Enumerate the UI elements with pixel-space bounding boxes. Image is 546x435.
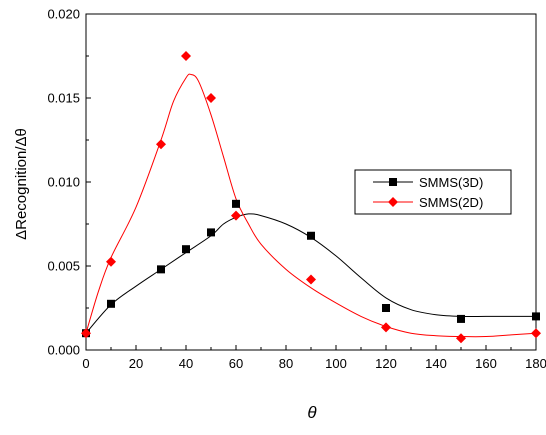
data-point-2d (81, 328, 91, 339)
fit-curve-3d (85, 213, 536, 334)
data-point-3d (182, 245, 190, 254)
y-axis-title: ΔRecognition/Δθ (13, 128, 30, 240)
data-point-3d (107, 299, 115, 308)
x-tick-label: 140 (425, 356, 447, 371)
data-point-2d (156, 139, 166, 150)
data-point-2d (206, 93, 216, 103)
x-tick-label: 0 (82, 356, 89, 371)
y-tick-label: 0.020 (47, 7, 80, 22)
data-point-2d (231, 210, 241, 221)
x-tick-label: 100 (325, 356, 347, 371)
y-tick-label: 0.000 (47, 343, 80, 358)
data-point-2d (181, 51, 191, 61)
data-point-2d (106, 256, 116, 267)
data-point-2d (456, 333, 466, 344)
legend-label: SMMS(3D) (419, 175, 483, 190)
x-tick-label: 180 (525, 356, 546, 371)
x-tick-label: 60 (229, 356, 243, 371)
data-point-3d (232, 199, 240, 208)
y-tick-label: 0.015 (47, 91, 80, 106)
x-tick-label: 80 (279, 356, 293, 371)
legend-box (354, 169, 512, 215)
data-markers (81, 51, 541, 344)
data-point-3d (457, 314, 465, 323)
x-tick-label: 160 (475, 356, 497, 371)
data-point-2d (381, 322, 391, 333)
axes: 0 20 40 60 80 100 120 140 160 180 0.000 0.005 0.010 0… (47, 7, 546, 372)
data-point-2d (306, 274, 316, 285)
y-tick-label: 0.005 (47, 259, 80, 274)
data-point-3d (157, 265, 165, 274)
x-tick-label: 40 (179, 356, 193, 371)
legend-marker (388, 197, 398, 207)
data-point-3d (382, 304, 390, 312)
x-axis-title: θ (307, 403, 317, 422)
legend: SMMS(3D) SMMS(2D) (354, 169, 512, 215)
y-tick-label: 0.010 (47, 175, 80, 190)
x-tick-label: 120 (375, 356, 397, 371)
data-point-2d (531, 328, 541, 339)
data-point-3d (307, 231, 315, 240)
data-point-3d (532, 312, 540, 321)
x-tick-label: 20 (129, 356, 143, 371)
legend-label: SMMS(2D) (419, 195, 483, 210)
legend-marker (389, 178, 397, 186)
data-point-3d (207, 228, 215, 237)
